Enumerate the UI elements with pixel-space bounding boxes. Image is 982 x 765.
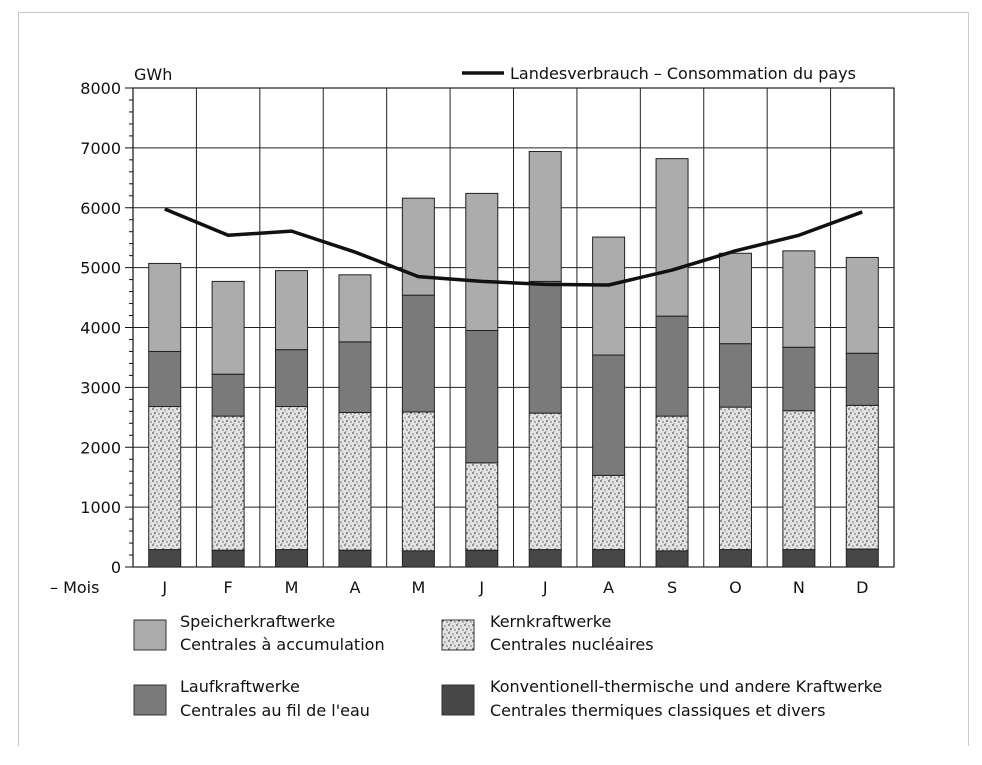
x-tick-label: F [224,578,233,597]
y-tick-label: 2000 [80,438,121,457]
bar-segment-runofriver [338,341,372,414]
x-tick-label: J [542,578,548,597]
bar-segment-nuclear [528,412,562,551]
bar-segment-thermal [148,549,182,568]
bar-segment-storage [401,197,435,296]
legend-swatch-nuclear [441,619,475,651]
bar-segment-runofriver [655,315,689,417]
consumption-line [164,207,863,287]
bar-segment-nuclear [718,406,752,551]
x-tick-label: A [603,578,614,597]
legend-label-line2: Centrales thermiques classiques et diver… [490,701,825,720]
bar-segment-thermal [211,549,245,568]
legend-swatch-runofriver [133,684,167,716]
bar-segment-nuclear [148,406,182,551]
legend-label-line1: Kernkraftwerke [490,612,611,631]
legend-label-line1: Konventionell-thermische und andere Kraf… [490,677,882,696]
bar-segment-nuclear [275,406,309,551]
frame-right-border [968,12,969,746]
y-tick-label: 8000 [80,79,121,98]
x-axis-prefix-label: – Mois [50,578,99,597]
bar-segment-thermal [655,550,689,568]
legend: Speicherkraftwerke Centrales à accumulati… [133,612,882,720]
y-axis-unit-label: GWh [134,65,172,84]
bar-segment-runofriver [211,373,245,417]
bar-segment-runofriver [148,350,182,408]
legend-swatch-storage [133,619,167,651]
frame-left-border [18,12,19,746]
x-tick-label: N [793,578,805,597]
bar-segment-thermal [275,549,309,568]
axes: 0 1000 2000 3000 4000 5000 6000 7000 8000 J F M A M J J… [80,79,868,597]
bar-segment-nuclear [782,410,816,551]
x-tick-label: O [729,578,742,597]
bar-segment-thermal [845,548,879,568]
y-tick-label: 4000 [80,319,121,338]
bar-segment-runofriver [845,352,879,406]
bar-segment-runofriver [465,329,499,464]
y-tick-label: 3000 [80,378,121,397]
legend-label-line2: Centrales au fil de l'eau [180,701,370,720]
bar-segment-storage [465,192,499,331]
bar-segment-storage [338,274,372,343]
bar-segment-runofriver [401,294,435,413]
y-tick-label: 7000 [80,139,121,158]
x-tick-label: J [478,578,484,597]
legend-swatch-thermal [441,684,475,716]
bar-segment-storage [718,252,752,345]
grid [132,87,895,568]
bar-segment-runofriver [592,354,626,476]
bar-segment-nuclear [211,415,245,551]
bar-segment-runofriver [275,349,309,408]
bar-segment-nuclear [655,415,689,552]
y-tick-label: 0 [111,558,121,577]
bar-segment-thermal [718,549,752,568]
bar-segment-thermal [401,550,435,568]
x-tick-label: D [856,578,868,597]
bar-segment-runofriver [782,346,816,412]
bar-segment-storage [782,250,816,348]
y-tick-label: 1000 [80,498,121,517]
y-tick-label: 6000 [80,199,121,218]
bar-segment-thermal [465,549,499,568]
legend-label-line2: Centrales nucléaires [490,635,654,654]
bar-segment-nuclear [845,404,879,550]
x-tick-label: A [349,578,360,597]
bar-segment-storage [845,256,879,354]
line-legend-label: Landesverbrauch – Consommation du pays [510,64,856,83]
bar-segment-thermal [782,549,816,568]
bar-segment-storage [655,158,689,317]
consumption-line-group [164,207,863,287]
x-tick-label: J [161,578,167,597]
legend-label-line1: Speicherkraftwerke [180,612,335,631]
bar-segment-storage [148,262,182,352]
bar-segment-thermal [592,549,626,568]
bar-segment-nuclear [338,412,372,551]
legend-label-line1: Laufkraftwerke [180,677,300,696]
x-tick-label: S [667,578,677,597]
bar-segment-storage [211,280,245,375]
x-tick-label: M [411,578,425,597]
x-tick-label: M [285,578,299,597]
bar-segment-storage [275,270,309,351]
bar-segment-nuclear [401,411,435,552]
frame-top-border [18,12,968,13]
bar-segment-nuclear [592,474,626,551]
legend-label-line2: Centrales à accumulation [180,635,385,654]
bar-segment-runofriver [528,280,562,414]
bar-segment-storage [528,150,562,282]
bar-segment-thermal [338,549,372,568]
bars [148,150,879,568]
y-tick-label: 5000 [80,259,121,278]
bar-segment-runofriver [718,343,752,408]
bar-segment-thermal [528,549,562,568]
bar-segment-nuclear [465,462,499,551]
bar-segment-storage [592,236,626,356]
